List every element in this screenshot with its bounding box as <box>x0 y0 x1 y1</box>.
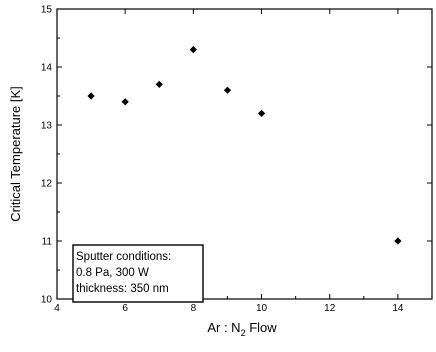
x-axis-label-main: Ar : N <box>207 320 240 335</box>
x-axis-label-subscript: 2 <box>241 328 246 338</box>
annotation-line-2: 0.8 Pa, 300 W <box>76 267 149 279</box>
x-tick-label: 12 <box>324 303 336 314</box>
data-point <box>87 92 95 100</box>
y-tick-label: 14 <box>41 63 53 74</box>
annotation-frame <box>72 244 204 303</box>
data-point <box>189 46 197 54</box>
annotation-line-1: Sputter conditions: <box>76 251 171 263</box>
y-tick-label: 12 <box>41 179 53 190</box>
data-point <box>223 86 232 94</box>
data-points <box>87 46 402 245</box>
x-tick-label: 10 <box>256 303 268 314</box>
y-tick-label: 10 <box>41 295 53 306</box>
y-tick-label: 15 <box>41 5 53 16</box>
y-tick-label: 11 <box>42 237 53 248</box>
x-axis-label-tail: Flow <box>246 320 278 335</box>
x-tick-label: 4 <box>54 303 60 314</box>
data-point <box>394 237 402 245</box>
data-point <box>155 80 163 88</box>
x-tick-label: 8 <box>191 303 197 314</box>
data-point <box>257 109 266 117</box>
data-point <box>121 98 129 106</box>
annotation-box: Sputter conditions: 0.8 Pa, 300 W thickn… <box>72 244 204 303</box>
y-tick-label: 13 <box>41 121 53 132</box>
y-axis-label: Critical Temperature [K] <box>8 86 23 222</box>
x-tick-label: 14 <box>392 303 404 314</box>
x-axis-label: Ar : N2 Flow <box>207 320 277 338</box>
axis-tick-labels: 4 6 8 10 12 14 10 11 12 13 14 15 <box>41 5 404 315</box>
x-tick-label: 6 <box>122 303 128 314</box>
annotation-line-3: thickness: 350 nm <box>76 283 169 295</box>
